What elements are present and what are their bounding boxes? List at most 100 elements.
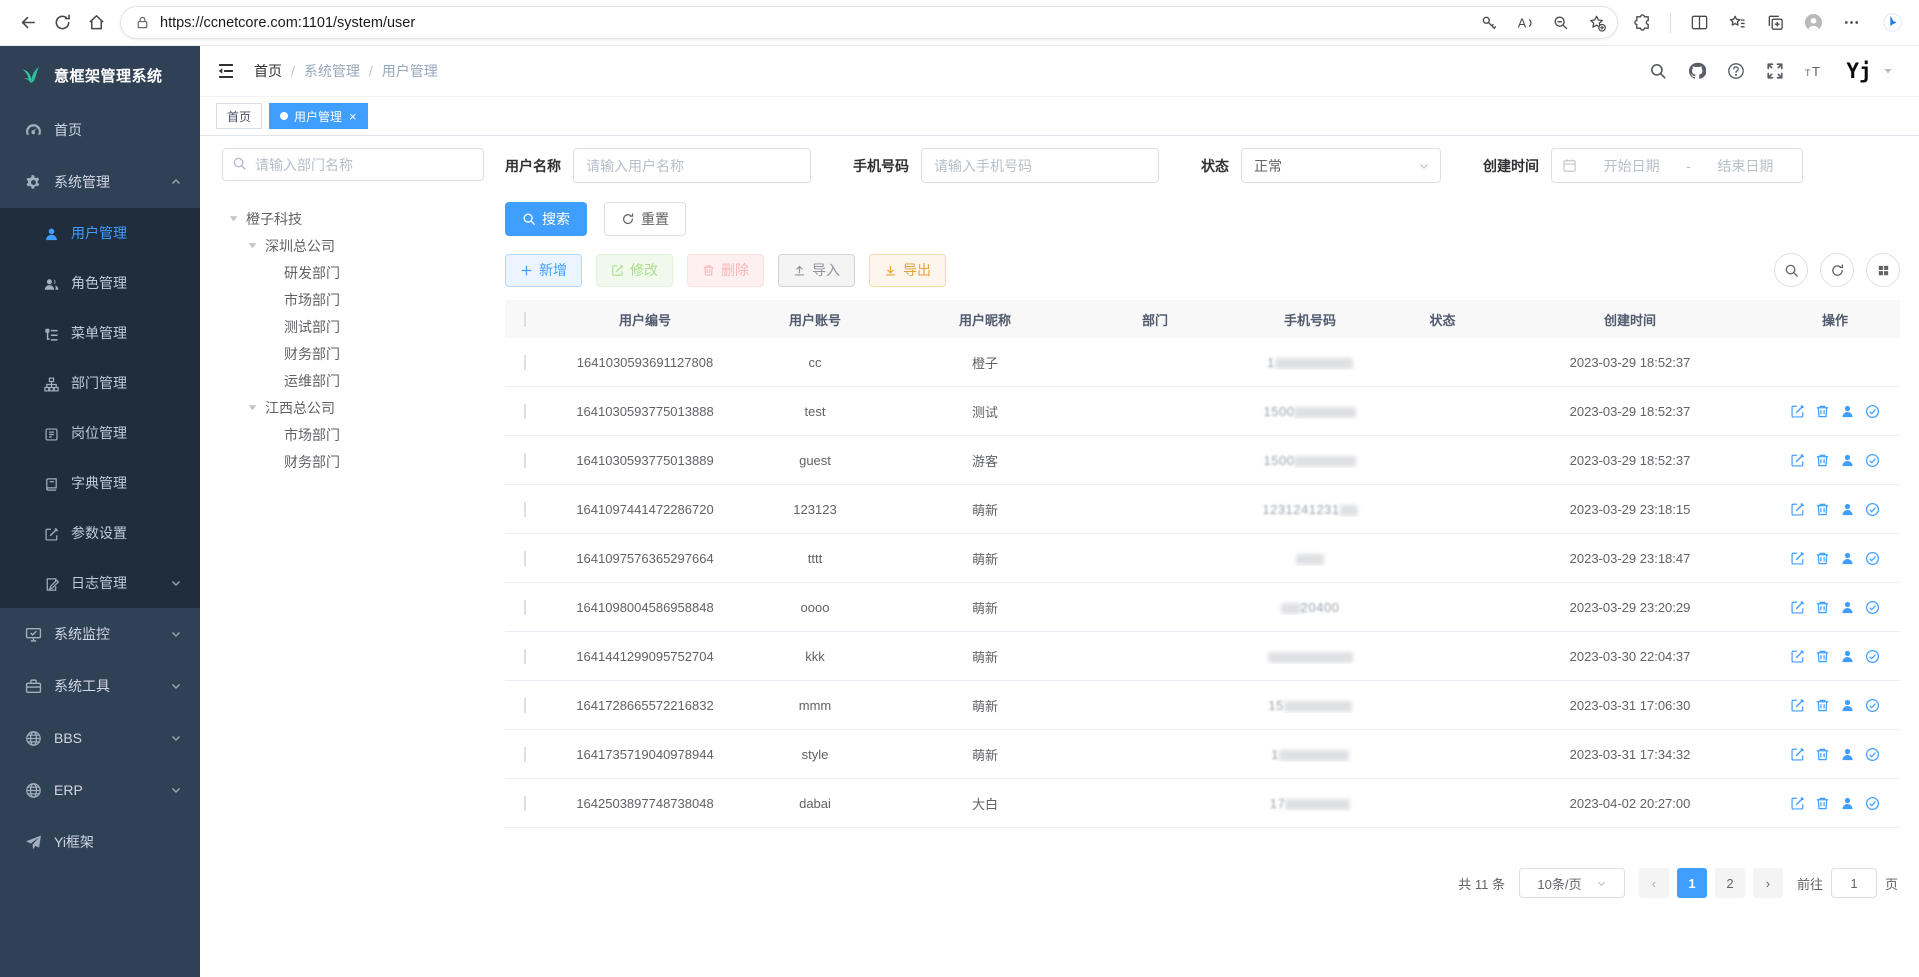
goto-page-input[interactable] <box>1830 868 1877 898</box>
breadcrumb-system[interactable]: 系统管理 <box>303 63 360 79</box>
fullscreen-icon[interactable] <box>1766 62 1784 80</box>
import-button[interactable]: 导入 <box>778 253 855 287</box>
tree-node[interactable]: 研发部门 <box>222 259 484 286</box>
row-edit-icon[interactable] <box>1790 453 1805 468</box>
row-user-action-icon[interactable] <box>1840 796 1855 811</box>
end-date-placeholder[interactable]: 结束日期 <box>1717 157 1774 174</box>
hamburger-icon[interactable] <box>216 61 236 81</box>
home-icon[interactable] <box>86 13 106 33</box>
sidebar-item-role[interactable]: 角色管理 <box>0 258 200 308</box>
read-aloud-icon[interactable]: A <box>1515 13 1535 33</box>
sidebar-item-tools[interactable]: 系统工具 <box>0 660 200 712</box>
row-edit-icon[interactable] <box>1790 600 1805 615</box>
row-checkbox[interactable] <box>524 452 526 468</box>
row-check-circle-icon[interactable] <box>1865 649 1880 664</box>
row-check-circle-icon[interactable] <box>1865 502 1880 517</box>
tree-node[interactable]: 深圳总公司 <box>222 232 484 259</box>
reset-button[interactable]: 重置 <box>604 202 686 236</box>
sidebar-item-erp[interactable]: ERP <box>0 764 200 816</box>
tab-user-management[interactable]: 用户管理 × <box>269 103 368 129</box>
tab-home[interactable]: 首页 <box>216 103 263 129</box>
row-user-action-icon[interactable] <box>1840 502 1855 517</box>
sidebar-item-bbs[interactable]: BBS <box>0 712 200 764</box>
export-button[interactable]: 导出 <box>869 253 946 287</box>
tree-node[interactable]: 江西总公司 <box>222 394 484 421</box>
row-edit-icon[interactable] <box>1790 747 1805 762</box>
page-button-2[interactable]: 2 <box>1714 868 1745 898</box>
table-refresh-button[interactable] <box>1820 253 1854 287</box>
select-all-checkbox[interactable] <box>524 311 526 327</box>
department-search-input[interactable] <box>222 148 484 181</box>
row-checkbox[interactable] <box>524 795 526 811</box>
tree-expand-caret-icon[interactable] <box>247 402 259 414</box>
breadcrumb-home[interactable]: 首页 <box>254 63 282 79</box>
sidebar-item-home[interactable]: 首页 <box>0 104 200 156</box>
row-checkbox[interactable] <box>524 697 526 713</box>
favorite-add-icon[interactable] <box>1587 13 1607 33</box>
refresh-icon[interactable] <box>52 13 72 33</box>
next-page-button[interactable]: › <box>1752 868 1783 898</box>
row-user-action-icon[interactable] <box>1840 698 1855 713</box>
sidebar-item-user[interactable]: 用户管理 <box>0 208 200 258</box>
zoom-out-icon[interactable] <box>1551 13 1571 33</box>
row-check-circle-icon[interactable] <box>1865 747 1880 762</box>
row-checkbox[interactable] <box>524 599 526 615</box>
delete-button[interactable]: 删除 <box>687 253 764 287</box>
row-edit-icon[interactable] <box>1790 698 1805 713</box>
row-checkbox[interactable] <box>524 501 526 517</box>
row-edit-icon[interactable] <box>1790 551 1805 566</box>
row-trash-icon[interactable] <box>1815 502 1830 517</box>
row-user-action-icon[interactable] <box>1840 747 1855 762</box>
sidebar-item-dept[interactable]: 部门管理 <box>0 358 200 408</box>
search-button[interactable]: 搜索 <box>505 202 587 236</box>
app-logo[interactable]: 意框架管理系统 <box>0 46 200 104</box>
row-trash-icon[interactable] <box>1815 747 1830 762</box>
password-key-icon[interactable] <box>1479 13 1499 33</box>
page-size-select[interactable]: 10条/页 <box>1518 868 1625 898</box>
header-search-icon[interactable] <box>1649 62 1667 80</box>
tree-expand-caret-icon[interactable] <box>247 240 259 252</box>
row-trash-icon[interactable] <box>1815 698 1830 713</box>
row-edit-icon[interactable] <box>1790 796 1805 811</box>
url-text[interactable]: https://ccnetcore.com:1101/system/user <box>160 14 416 31</box>
row-user-action-icon[interactable] <box>1840 404 1855 419</box>
row-check-circle-icon[interactable] <box>1865 796 1880 811</box>
sidebar-item-system[interactable]: 系统管理 <box>0 156 200 208</box>
tree-node[interactable]: 测试部门 <box>222 313 484 340</box>
row-trash-icon[interactable] <box>1815 796 1830 811</box>
tree-node[interactable]: 市场部门 <box>222 421 484 448</box>
row-user-action-icon[interactable] <box>1840 600 1855 615</box>
split-screen-icon[interactable] <box>1689 13 1709 33</box>
add-button[interactable]: 新增 <box>505 253 582 287</box>
row-trash-icon[interactable] <box>1815 453 1830 468</box>
row-check-circle-icon[interactable] <box>1865 404 1880 419</box>
tree-node[interactable]: 财务部门 <box>222 448 484 475</box>
tree-node[interactable]: 财务部门 <box>222 340 484 367</box>
row-edit-icon[interactable] <box>1790 649 1805 664</box>
address-bar[interactable]: https://ccnetcore.com:1101/system/user A <box>120 6 1618 39</box>
row-user-action-icon[interactable] <box>1840 453 1855 468</box>
back-icon[interactable] <box>18 13 38 33</box>
row-trash-icon[interactable] <box>1815 404 1830 419</box>
tab-close-icon[interactable]: × <box>349 108 357 124</box>
sidebar-item-param[interactable]: 参数设置 <box>0 508 200 558</box>
row-check-circle-icon[interactable] <box>1865 698 1880 713</box>
row-user-action-icon[interactable] <box>1840 551 1855 566</box>
sidebar-item-yi[interactable]: Yi框架 <box>0 816 200 868</box>
sidebar-item-monitor[interactable]: 系统监控 <box>0 608 200 660</box>
phone-input[interactable] <box>922 149 1158 182</box>
tree-node[interactable]: 市场部门 <box>222 286 484 313</box>
more-dots-icon[interactable] <box>1841 13 1861 33</box>
bing-icon[interactable] <box>1879 10 1905 36</box>
prev-page-button[interactable]: ‹ <box>1638 868 1669 898</box>
collections-icon[interactable] <box>1765 13 1785 33</box>
avatar-caret-icon[interactable] <box>1883 66 1893 76</box>
user-avatar[interactable]: Yj <box>1846 59 1872 83</box>
row-trash-icon[interactable] <box>1815 600 1830 615</box>
tree-node[interactable]: 运维部门 <box>222 367 484 394</box>
row-checkbox[interactable] <box>524 648 526 664</box>
row-checkbox[interactable] <box>524 550 526 566</box>
tree-node[interactable]: 橙子科技 <box>222 205 484 232</box>
sidebar-item-post[interactable]: 岗位管理 <box>0 408 200 458</box>
row-checkbox[interactable] <box>524 354 526 370</box>
